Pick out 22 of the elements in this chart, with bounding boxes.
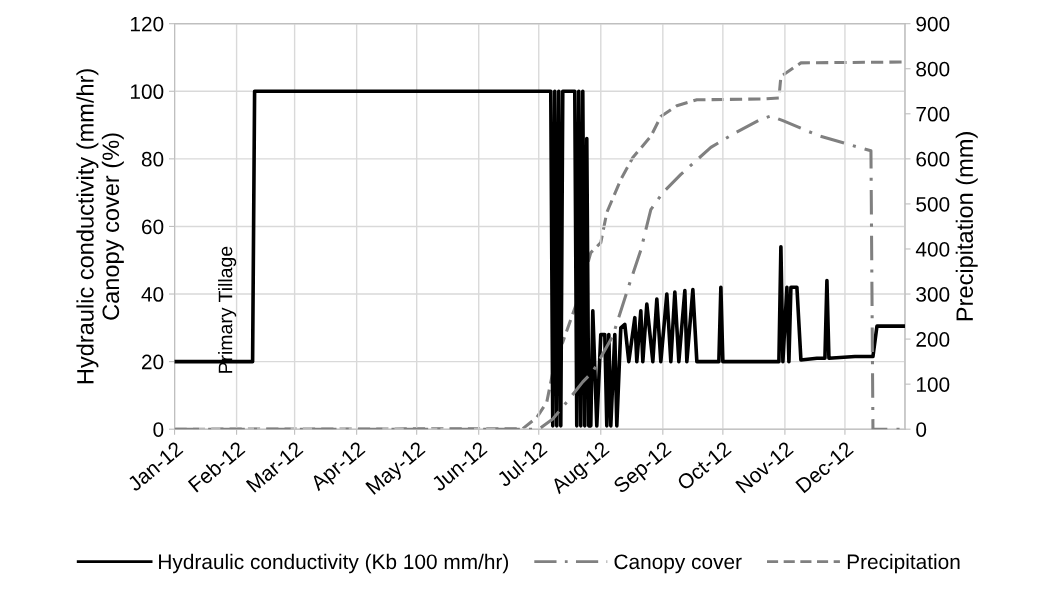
y2-tick-label: 800	[916, 61, 950, 77]
y2-tick-label: 300	[916, 287, 950, 302]
y2-tick-label: 600	[916, 151, 950, 167]
legend-label: Precipitation	[847, 553, 960, 574]
y-tick-label: 120	[130, 16, 164, 32]
legend-label: Canopy cover	[614, 554, 742, 574]
y2-tick-label: 500	[916, 196, 950, 212]
y2-axis-title: Precipitation (mm)	[955, 132, 978, 321]
y-tick-label: 20	[142, 354, 164, 370]
legend-label: Hydraulic conductivity (Kb 100 mm/hr)	[159, 553, 509, 574]
y-tick-label: 0	[153, 422, 164, 437]
y2-tick-label: 400	[915, 241, 950, 257]
y-tick-label: 100	[130, 84, 164, 100]
y2-tick-label: 100	[916, 377, 950, 392]
y-tick-label: 80	[141, 151, 164, 167]
y2-tick-label: 200	[916, 332, 950, 347]
y-tick-label: 60	[142, 219, 164, 235]
y-axis-title: Hydraulic conductivity (mm/hr) Canopy cover (%)	[76, 69, 124, 384]
y2-tick-label: 900	[916, 16, 950, 32]
y2-tick-label: 0	[916, 422, 927, 437]
y2-tick-label: 700	[916, 106, 950, 122]
y-tick-label: 40	[141, 287, 164, 302]
